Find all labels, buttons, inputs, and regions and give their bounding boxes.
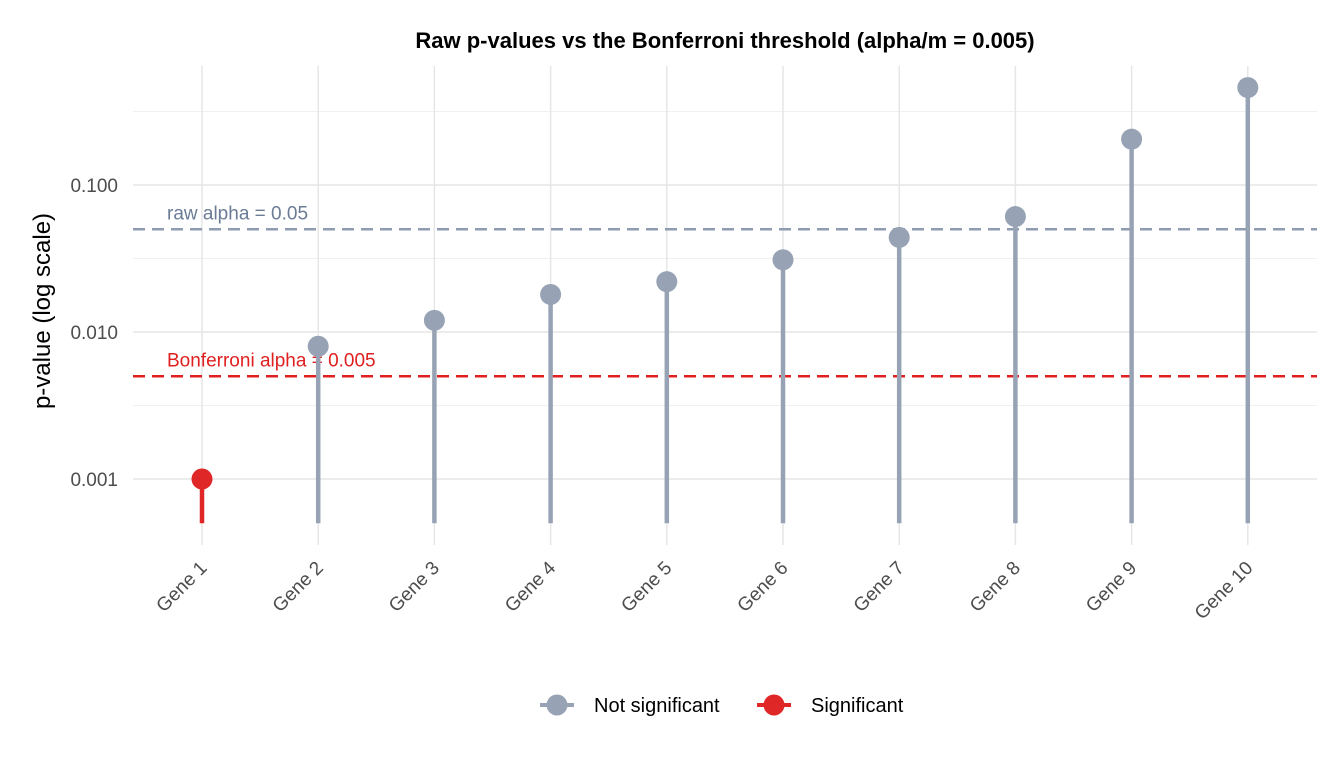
lollipop-point (772, 249, 794, 271)
reference-line-label: raw alpha = 0.05 (167, 203, 308, 224)
legend-key (540, 694, 574, 716)
y-tick-label: 0.001 (70, 470, 118, 491)
x-tick-label: Gene 1 (153, 558, 212, 617)
lollipop-point (540, 283, 562, 305)
y-tick-label: 0.010 (70, 323, 118, 344)
y-tick-label: 0.100 (70, 176, 118, 197)
legend-entry-label: Significant (811, 695, 904, 717)
y-axis-ticks: 0.001 0.010 0.100 (70, 176, 118, 491)
x-tick-label: Gene 2 (269, 558, 328, 617)
lollipop-point (191, 468, 213, 490)
data-marks (191, 77, 1259, 524)
legend-key (757, 694, 791, 716)
x-tick-label: Gene 4 (501, 557, 560, 616)
lollipop-point (1004, 206, 1026, 228)
lollipop-point (1237, 77, 1259, 99)
x-tick-label: Gene 10 (1191, 558, 1257, 624)
x-axis-ticks: Gene 1 Gene 2 Gene 3 Gene 4 Gene 5 Gene 6 Gene… (153, 557, 1258, 624)
reference-lines: raw alpha = 0.05 Bonferroni alpha = 0.005 (133, 203, 1317, 378)
x-tick-label: Gene 7 (850, 558, 909, 617)
y-axis-label: p-value (log scale) (29, 213, 56, 409)
x-tick-label: Gene 9 (1082, 558, 1141, 617)
legend-entry-label: Not significant (594, 695, 720, 717)
lollipop-point (307, 335, 329, 357)
lollipop-point (656, 271, 678, 293)
lollipop-point (423, 309, 445, 331)
x-tick-label: Gene 5 (617, 558, 676, 617)
x-tick-label: Gene 8 (966, 558, 1025, 617)
lollipop-point (1121, 128, 1143, 150)
reference-line-label: Bonferroni alpha = 0.005 (167, 350, 376, 371)
x-tick-label: Gene 6 (734, 558, 793, 617)
chart-title: Raw p-values vs the Bonferroni threshold… (415, 28, 1034, 53)
lollipop-point (888, 226, 910, 248)
x-tick-label: Gene 3 (385, 558, 444, 617)
legend: Not significant Significant (540, 694, 904, 717)
